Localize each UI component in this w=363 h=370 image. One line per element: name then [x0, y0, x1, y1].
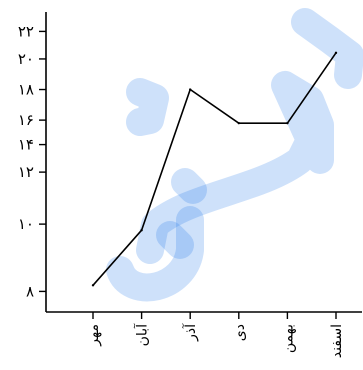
- x-tick-label: آذر: [182, 323, 199, 342]
- data-point: [140, 229, 143, 232]
- y-ticks: ۸ ۱۰ ۱۲ ۱۴ ۱۶ ۱۸ ۲۰ ۲۲: [18, 22, 46, 300]
- x-tick-label: مهر: [86, 324, 102, 347]
- y-tick-label: ۲۲: [18, 22, 34, 40]
- series-line: [92, 52, 337, 286]
- data-point: [334, 51, 338, 55]
- x-tick-label: آبان: [134, 323, 151, 346]
- data-point: [189, 88, 192, 91]
- y-tick-label: ۱۶: [18, 111, 34, 129]
- data-point: [91, 284, 95, 287]
- y-tick-label: ۱۲: [18, 163, 34, 181]
- y-tick-label: ۱۸: [18, 81, 34, 99]
- data-point: [286, 121, 289, 125]
- y-tick-label: ۸: [26, 282, 34, 300]
- y-tick-label: ۲۰: [18, 50, 34, 68]
- x-tick-label: بهمن: [280, 324, 296, 353]
- x-ticks: مهر آبان آذر دی بهمن اسفند: [86, 312, 345, 358]
- plot-area: [91, 51, 338, 287]
- data-point: [237, 121, 240, 125]
- x-tick-label: اسفند: [329, 324, 345, 358]
- watermark: [106, 8, 363, 302]
- y-tick-label: ۱۰: [18, 215, 34, 233]
- x-tick-label: دی: [232, 324, 248, 341]
- y-tick-label: ۱۴: [18, 136, 34, 154]
